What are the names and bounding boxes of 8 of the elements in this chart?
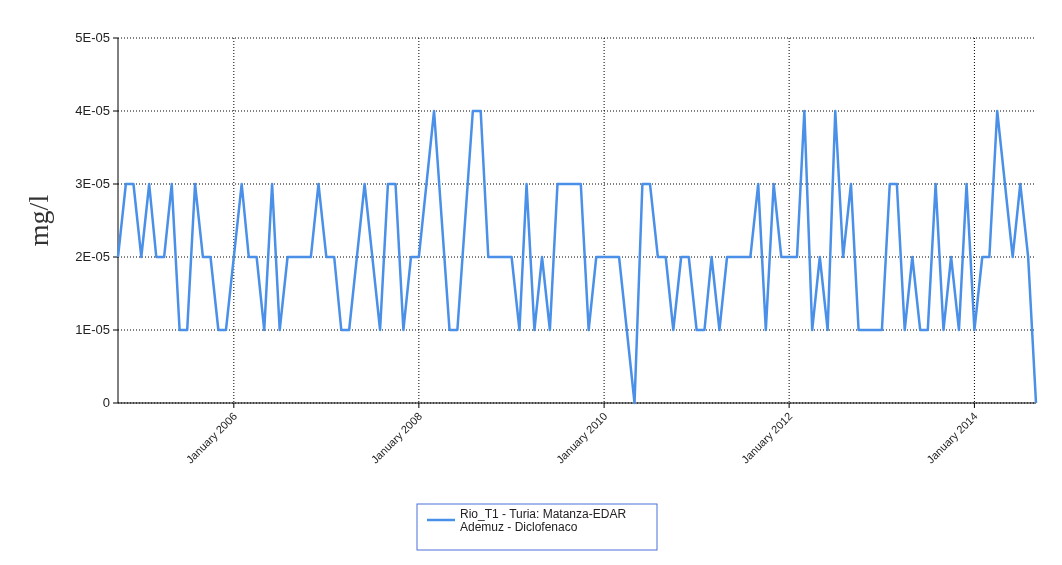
y-tick-label: 5E-05 (75, 30, 110, 45)
y-tick-label: 3E-05 (75, 176, 110, 191)
y-tick-label: 4E-05 (75, 103, 110, 118)
legend-label: Rio_T1 - Turia: Matanza-EDAR Ademuz - Diclofenaco (460, 507, 627, 534)
y-tick-label: 1E-05 (75, 322, 110, 337)
y-axis-title: mg/l (23, 194, 54, 247)
y-tick-label: 2E-05 (75, 249, 110, 264)
y-tick-label: 0 (102, 395, 110, 410)
